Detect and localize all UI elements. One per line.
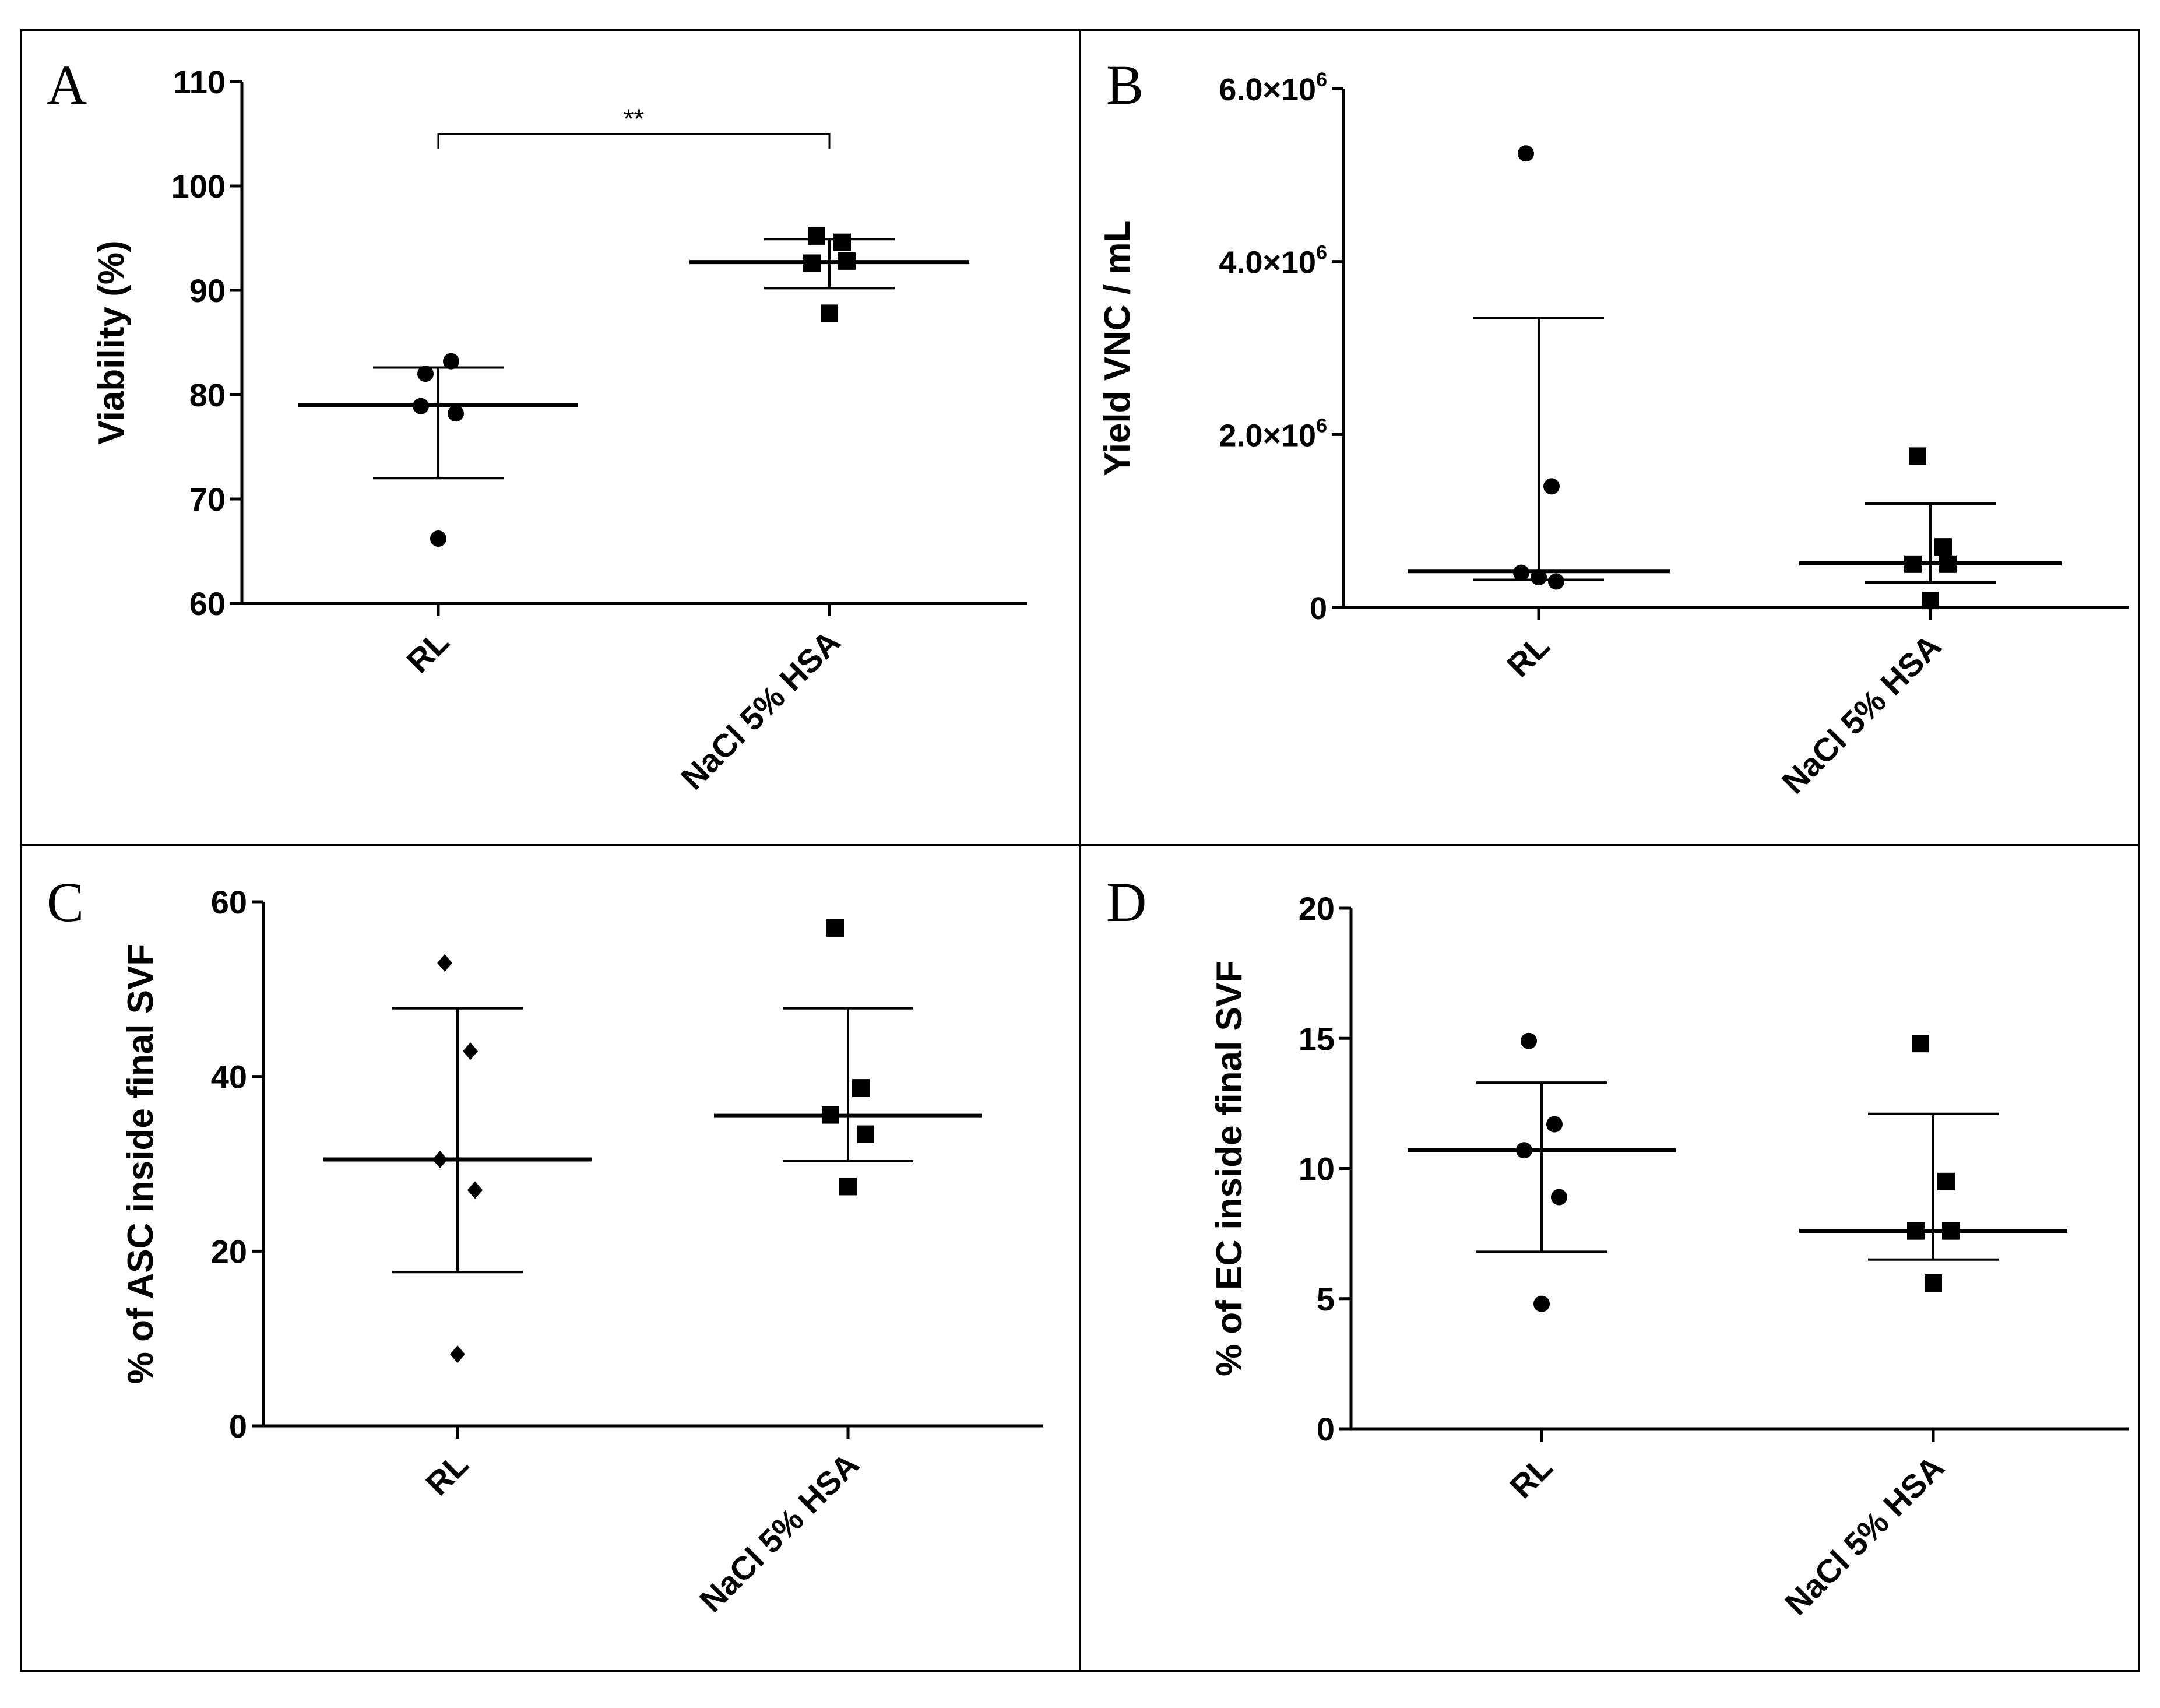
panel-c-data-point <box>852 1079 870 1097</box>
panel-d-y-tick-label: 15 <box>1299 1020 1335 1057</box>
panel-a-letter: A <box>47 54 87 116</box>
panel-a-y-tick-label: 80 <box>189 377 226 413</box>
panel-b-data-point <box>1513 564 1529 581</box>
panel-c-data-point <box>450 1345 465 1363</box>
panel-d-y-tick-label: 20 <box>1299 890 1335 927</box>
panel-c-data-point <box>839 1178 857 1196</box>
panel-a-y-tick-label: 70 <box>189 481 226 518</box>
panel-c-y-tick-label: 0 <box>229 1408 247 1445</box>
panel-a-y-tick-label: 90 <box>189 272 226 309</box>
panel-a-data-point <box>430 530 446 547</box>
panel-d-data-point <box>1521 1032 1537 1049</box>
panel-d-letter: D <box>1106 871 1146 933</box>
panel-c-y-tick-label: 60 <box>211 884 247 920</box>
panel-c-y-tick-label: 40 <box>211 1059 247 1095</box>
panel-b-data-point <box>1531 569 1547 586</box>
panel-b-data-point <box>1543 478 1560 495</box>
panel-b-data-point <box>1904 555 1922 573</box>
panel-a-data-point <box>833 233 851 251</box>
panel-b-y-tick-label: 4.0×106 <box>1219 242 1327 280</box>
panel-d-y-tick-label: 10 <box>1299 1151 1335 1187</box>
panel-a-data-point <box>417 366 434 382</box>
panel-c-data-point <box>467 1181 483 1199</box>
panel-b-letter: B <box>1106 54 1144 116</box>
panel-a-y-tick-label: 60 <box>189 585 226 622</box>
panel-b-y-tick-label: 0 <box>1310 591 1327 626</box>
panel-b-y-tick-label: 2.0×106 <box>1219 414 1327 453</box>
panel-b-data-point <box>1939 555 1957 573</box>
panel-c-y-tick-label: 20 <box>211 1233 247 1270</box>
panel-d-data-point <box>1533 1295 1550 1312</box>
panel-a-data-point <box>803 254 821 272</box>
panel-d-y-axis-title: % of EC inside final SVF <box>1209 961 1250 1376</box>
panel-d-data-point <box>1937 1172 1955 1190</box>
panel-c-data-point <box>437 954 452 972</box>
panel-c-data-point <box>463 1042 478 1060</box>
panel-b-y-axis-title: Yield VNC / mL <box>1097 220 1138 476</box>
panel-c-data-point <box>432 1151 448 1169</box>
panel-a-y-tick-label: 110 <box>173 64 226 100</box>
panel-d-data-point <box>1942 1222 1960 1240</box>
panel-a-data-point <box>443 353 459 370</box>
panel-d-data-point <box>1516 1142 1532 1159</box>
panel-a-significance-bracket <box>437 133 831 149</box>
panel-d-y-tick-label: 5 <box>1317 1281 1335 1317</box>
panel-b-data-point <box>1934 538 1952 556</box>
panel-a-y-axis-title: Viability (%) <box>92 240 132 444</box>
panel-c-data-point <box>857 1125 874 1143</box>
panel-a-data-point <box>413 398 429 414</box>
panel-b-data-point <box>1518 145 1534 162</box>
panel-b-data-point <box>1922 592 1939 610</box>
panel-grid-frame <box>20 29 2140 1672</box>
panel-b-data-point <box>1909 447 1926 465</box>
panel-d-data-point <box>1551 1189 1567 1206</box>
panel-b-y-tick-label: 6.0×106 <box>1219 69 1327 107</box>
panel-a-data-point <box>838 252 856 270</box>
panel-c-data-point <box>822 1106 839 1124</box>
panel-c-data-point <box>826 919 844 937</box>
panel-a-data-point <box>808 227 825 245</box>
panel-d-data-point <box>1925 1274 1942 1292</box>
panel-d-data-point <box>1912 1035 1929 1053</box>
panel-a-data-point <box>821 304 838 322</box>
panel-a-y-tick-label: 100 <box>171 168 226 205</box>
panel-d-data-point <box>1546 1116 1563 1133</box>
panel-c-letter: C <box>47 871 84 933</box>
panel-a-significance-label: ** <box>624 104 645 134</box>
panel-d-y-tick-label: 0 <box>1317 1411 1335 1447</box>
panel-a-data-point <box>448 405 464 422</box>
panel-b-data-point <box>1548 573 1564 590</box>
panel-c-y-axis-title: % of ASC inside final SVF <box>121 944 161 1384</box>
panel-d-data-point <box>1907 1222 1925 1240</box>
